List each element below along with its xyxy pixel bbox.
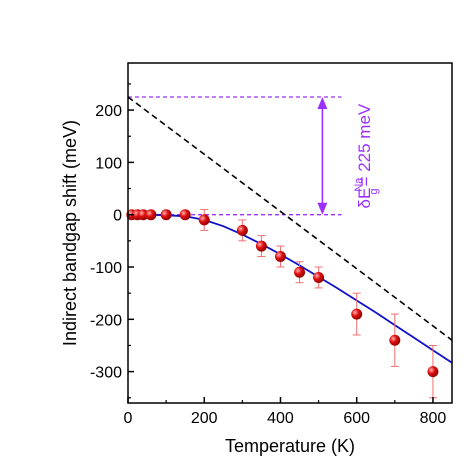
data-point — [313, 266, 325, 289]
data-point — [351, 292, 363, 336]
plot-frame — [127, 62, 453, 404]
data-point-marker — [179, 209, 191, 221]
delta-arrow-head-bottom — [317, 202, 328, 215]
data-point-marker — [389, 334, 401, 346]
delta-eg-annotation: δENa g = 225 meV — [353, 103, 380, 208]
data-point-marker — [255, 240, 267, 252]
data-point-marker — [427, 366, 439, 378]
data-point — [427, 344, 439, 399]
y-tick-label: 0 — [113, 208, 122, 225]
extrapolated-dashed-line — [127, 96, 453, 341]
plot-content — [126, 96, 453, 399]
data-point — [198, 208, 210, 231]
x-tick-label: 200 — [191, 410, 218, 427]
data-point — [274, 245, 286, 268]
y-tick-label: -300 — [90, 365, 122, 382]
data-point-marker — [145, 209, 157, 221]
data-point-marker — [160, 209, 172, 221]
data-point-marker — [274, 251, 286, 263]
y-tick-label: 200 — [95, 103, 122, 120]
delta-eg-symbol: δE — [355, 188, 374, 209]
data-point — [179, 209, 191, 221]
y-axis-label: Indirect bandgap shift (meV) — [60, 120, 80, 346]
data-point — [137, 209, 149, 221]
data-point-marker — [313, 271, 325, 283]
delta-eg-value: = 225 meV — [355, 103, 374, 186]
delta-arrow-head-top — [317, 97, 328, 109]
x-tick-label: 400 — [267, 410, 294, 427]
y-tick-label: -200 — [90, 312, 122, 329]
x-tick-label: 800 — [420, 410, 447, 427]
x-tick-label: 600 — [343, 410, 370, 427]
x-tick-label: 0 — [124, 410, 133, 427]
y-tick-label: -100 — [90, 260, 122, 277]
data-point-marker — [294, 266, 306, 278]
data-point-marker — [198, 214, 210, 226]
data-point-marker — [236, 224, 248, 236]
delta-eg-superscript: Na — [353, 177, 365, 192]
data-point — [160, 209, 172, 221]
x-axis-label: Temperature (K) — [225, 436, 355, 456]
fit-curve — [128, 213, 453, 364]
data-point — [145, 209, 157, 221]
delta-eg-label: δENa g = 225 meV — [353, 103, 380, 208]
data-point — [236, 219, 248, 242]
data-point-marker — [351, 308, 363, 320]
delta-eg-subscript: g — [368, 188, 380, 194]
y-tick-label: 100 — [95, 155, 122, 172]
axis-ticks: 0 200 400 600 800 -300 -200 -100 0 100 200 — [90, 83, 447, 427]
data-point — [389, 313, 401, 367]
data-point-marker — [137, 209, 149, 221]
data-point — [255, 235, 267, 258]
data-point — [294, 261, 306, 284]
